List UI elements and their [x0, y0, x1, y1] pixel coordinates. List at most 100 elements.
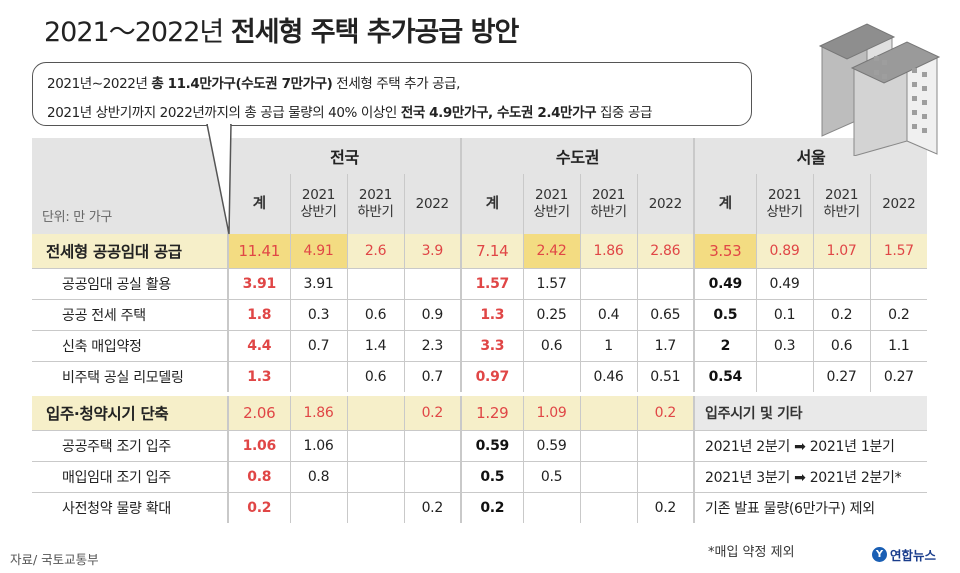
- section-value: 0.2: [636, 396, 695, 430]
- cell-value: 2: [693, 329, 757, 361]
- cell-value: 0.59: [460, 429, 524, 461]
- cell-value: 0.1: [755, 298, 814, 330]
- cell-value: [403, 267, 462, 299]
- cell-value: [289, 491, 347, 523]
- header-corner: [32, 138, 228, 174]
- callout-text: 집중 공급: [596, 105, 652, 121]
- cell-value: 1.3: [460, 298, 524, 330]
- cell-value: [579, 267, 638, 299]
- cell-value: 0.2: [869, 298, 928, 330]
- cell-value: 0.6: [522, 329, 581, 361]
- table-row: 공공 전세 주택 1.8 0.3 0.6 0.9 1.3 0.25 0.4 0.65 0.5 0.1…: [32, 298, 928, 330]
- cell-value: 1.57: [522, 267, 581, 299]
- cell-value: [579, 460, 638, 492]
- cell-value: 3.91: [227, 267, 290, 299]
- section-value: 0.89: [755, 234, 814, 268]
- cell-value: 0.3: [289, 298, 347, 330]
- cell-value: [636, 429, 695, 461]
- cell-value: 0.2: [812, 298, 871, 330]
- cell-value: 0.59: [522, 429, 581, 461]
- row-label: 신축 매입약정: [32, 329, 228, 361]
- cell-value: 0.49: [755, 267, 814, 299]
- table-row: 공공임대 공실 활용 3.91 3.91 1.57 1.57 0.49 0.49: [32, 267, 928, 299]
- cell-value: 0.2: [636, 491, 695, 523]
- row-label: 공공주택 조기 입주: [32, 429, 228, 461]
- cell-value: 0.8: [289, 460, 347, 492]
- cell-value: 0.8: [227, 460, 290, 492]
- section-value: 1.29: [460, 396, 524, 430]
- cell-value: [346, 491, 404, 523]
- period-header: 2021 하반기: [579, 174, 638, 234]
- cell-value: 1.06: [227, 429, 290, 461]
- cell-value: 0.25: [522, 298, 581, 330]
- cell-value: 1.06: [289, 429, 347, 461]
- cell-value: 0.46: [579, 360, 638, 392]
- title-prefix: 2021～2022년: [44, 17, 224, 48]
- section-value: 1.86: [289, 396, 347, 430]
- note-cell: 2021년 2분기 ➡ 2021년 1분기: [693, 429, 928, 461]
- section-value: 1.07: [812, 234, 871, 268]
- section-row: 입주·청약시기 단축 2.06 1.86 0.2 1.29 1.09 0.2 입주시기 및 기…: [32, 396, 928, 430]
- period-header: 2021 하반기: [346, 174, 404, 234]
- cell-value: 3.3: [460, 329, 524, 361]
- cell-value: 0.2: [227, 491, 290, 523]
- callout-emphasis: 총 11.4만가구(수도권 7만가구): [151, 76, 333, 92]
- callout-line-2: 2021년 상반기까지 2022년까지의 총 공급 물량의 40% 이상인 전국…: [33, 101, 751, 121]
- period-header: 계: [460, 174, 524, 234]
- period-header: 2022: [869, 174, 928, 234]
- section-value: 1.86: [579, 234, 638, 268]
- section-value: 1.57: [869, 234, 928, 268]
- callout-text: 2021년 상반기까지 2022년까지의 총 공급 물량의 40% 이상인: [47, 105, 401, 121]
- cell-value: 1.1: [869, 329, 928, 361]
- cell-value: 0.27: [869, 360, 928, 392]
- cell-value: [346, 429, 404, 461]
- table-row: 신축 매입약정 4.4 0.7 1.4 2.3 3.3 0.6 1 1.7 2 0.3 0.6 1.1: [32, 329, 928, 361]
- cell-value: [812, 267, 871, 299]
- row-label: 비주택 공실 리모델링: [32, 360, 228, 392]
- section-label: 입주·청약시기 단축: [32, 396, 228, 430]
- period-header: 계: [693, 174, 757, 234]
- cell-value: 0.7: [403, 360, 462, 392]
- period-header-row: 단위: 만 가구 계 2021 상반기 2021 하반기 2022 계 2021 상반기 2021 하…: [32, 174, 928, 234]
- apartment-building-icon: [818, 23, 941, 156]
- callout-pointer: [206, 124, 232, 235]
- unit-label: 단위: 만 가구: [32, 174, 228, 234]
- cell-value: 0.5: [693, 298, 757, 330]
- cell-value: [346, 267, 404, 299]
- cell-value: [403, 460, 462, 492]
- row-label: 사전청약 물량 확대: [32, 491, 228, 523]
- period-header: 2021 상반기: [755, 174, 814, 234]
- callout-text: 2021년∼2022년: [47, 76, 152, 92]
- cell-value: 0.6: [812, 329, 871, 361]
- callout-line-1: 2021년∼2022년 총 11.4만가구(수도권 7만가구) 전세형 주택 추…: [33, 72, 751, 92]
- cell-value: [636, 267, 695, 299]
- yonhap-logo: Y 연합뉴스: [872, 545, 936, 564]
- cell-value: 0.5: [460, 460, 524, 492]
- table-body: 전국 수도권 서울 단위: 만 가구 계 2021 상반기 2021 하반기 2022 계 2021 상…: [32, 138, 928, 523]
- cell-value: [579, 491, 638, 523]
- cell-value: 0.65: [636, 298, 695, 330]
- section-value: 7.14: [460, 234, 524, 268]
- cell-value: 0.54: [693, 360, 757, 392]
- cell-value: 0.9: [403, 298, 462, 330]
- cell-value: 0.2: [460, 491, 524, 523]
- cell-value: 0.3: [755, 329, 814, 361]
- period-header: 2021 상반기: [522, 174, 581, 234]
- section-value: 0.2: [403, 396, 462, 430]
- note-header: 입주시기 및 기타: [693, 396, 928, 430]
- cell-value: 0.27: [812, 360, 871, 392]
- cell-value: 2.3: [403, 329, 462, 361]
- table-row: 공공주택 조기 입주 1.06 1.06 0.59 0.59 2021년 2분기 ➡ 20…: [32, 429, 928, 461]
- section-value: [579, 396, 638, 430]
- period-header: 2022: [636, 174, 695, 234]
- region-header-row: 전국 수도권 서울: [32, 138, 928, 174]
- callout-text: 전세형 주택 추가 공급,: [332, 76, 461, 92]
- period-header: 2021 상반기: [289, 174, 347, 234]
- cell-value: 0.97: [460, 360, 524, 392]
- row-label: 공공 전세 주택: [32, 298, 228, 330]
- section-value: 3.9: [403, 234, 462, 268]
- section-value: [346, 396, 404, 430]
- row-label: 매입임대 조기 입주: [32, 460, 228, 492]
- cell-value: 0.2: [403, 491, 462, 523]
- section-label: 전세형 공공임대 공급: [32, 234, 228, 268]
